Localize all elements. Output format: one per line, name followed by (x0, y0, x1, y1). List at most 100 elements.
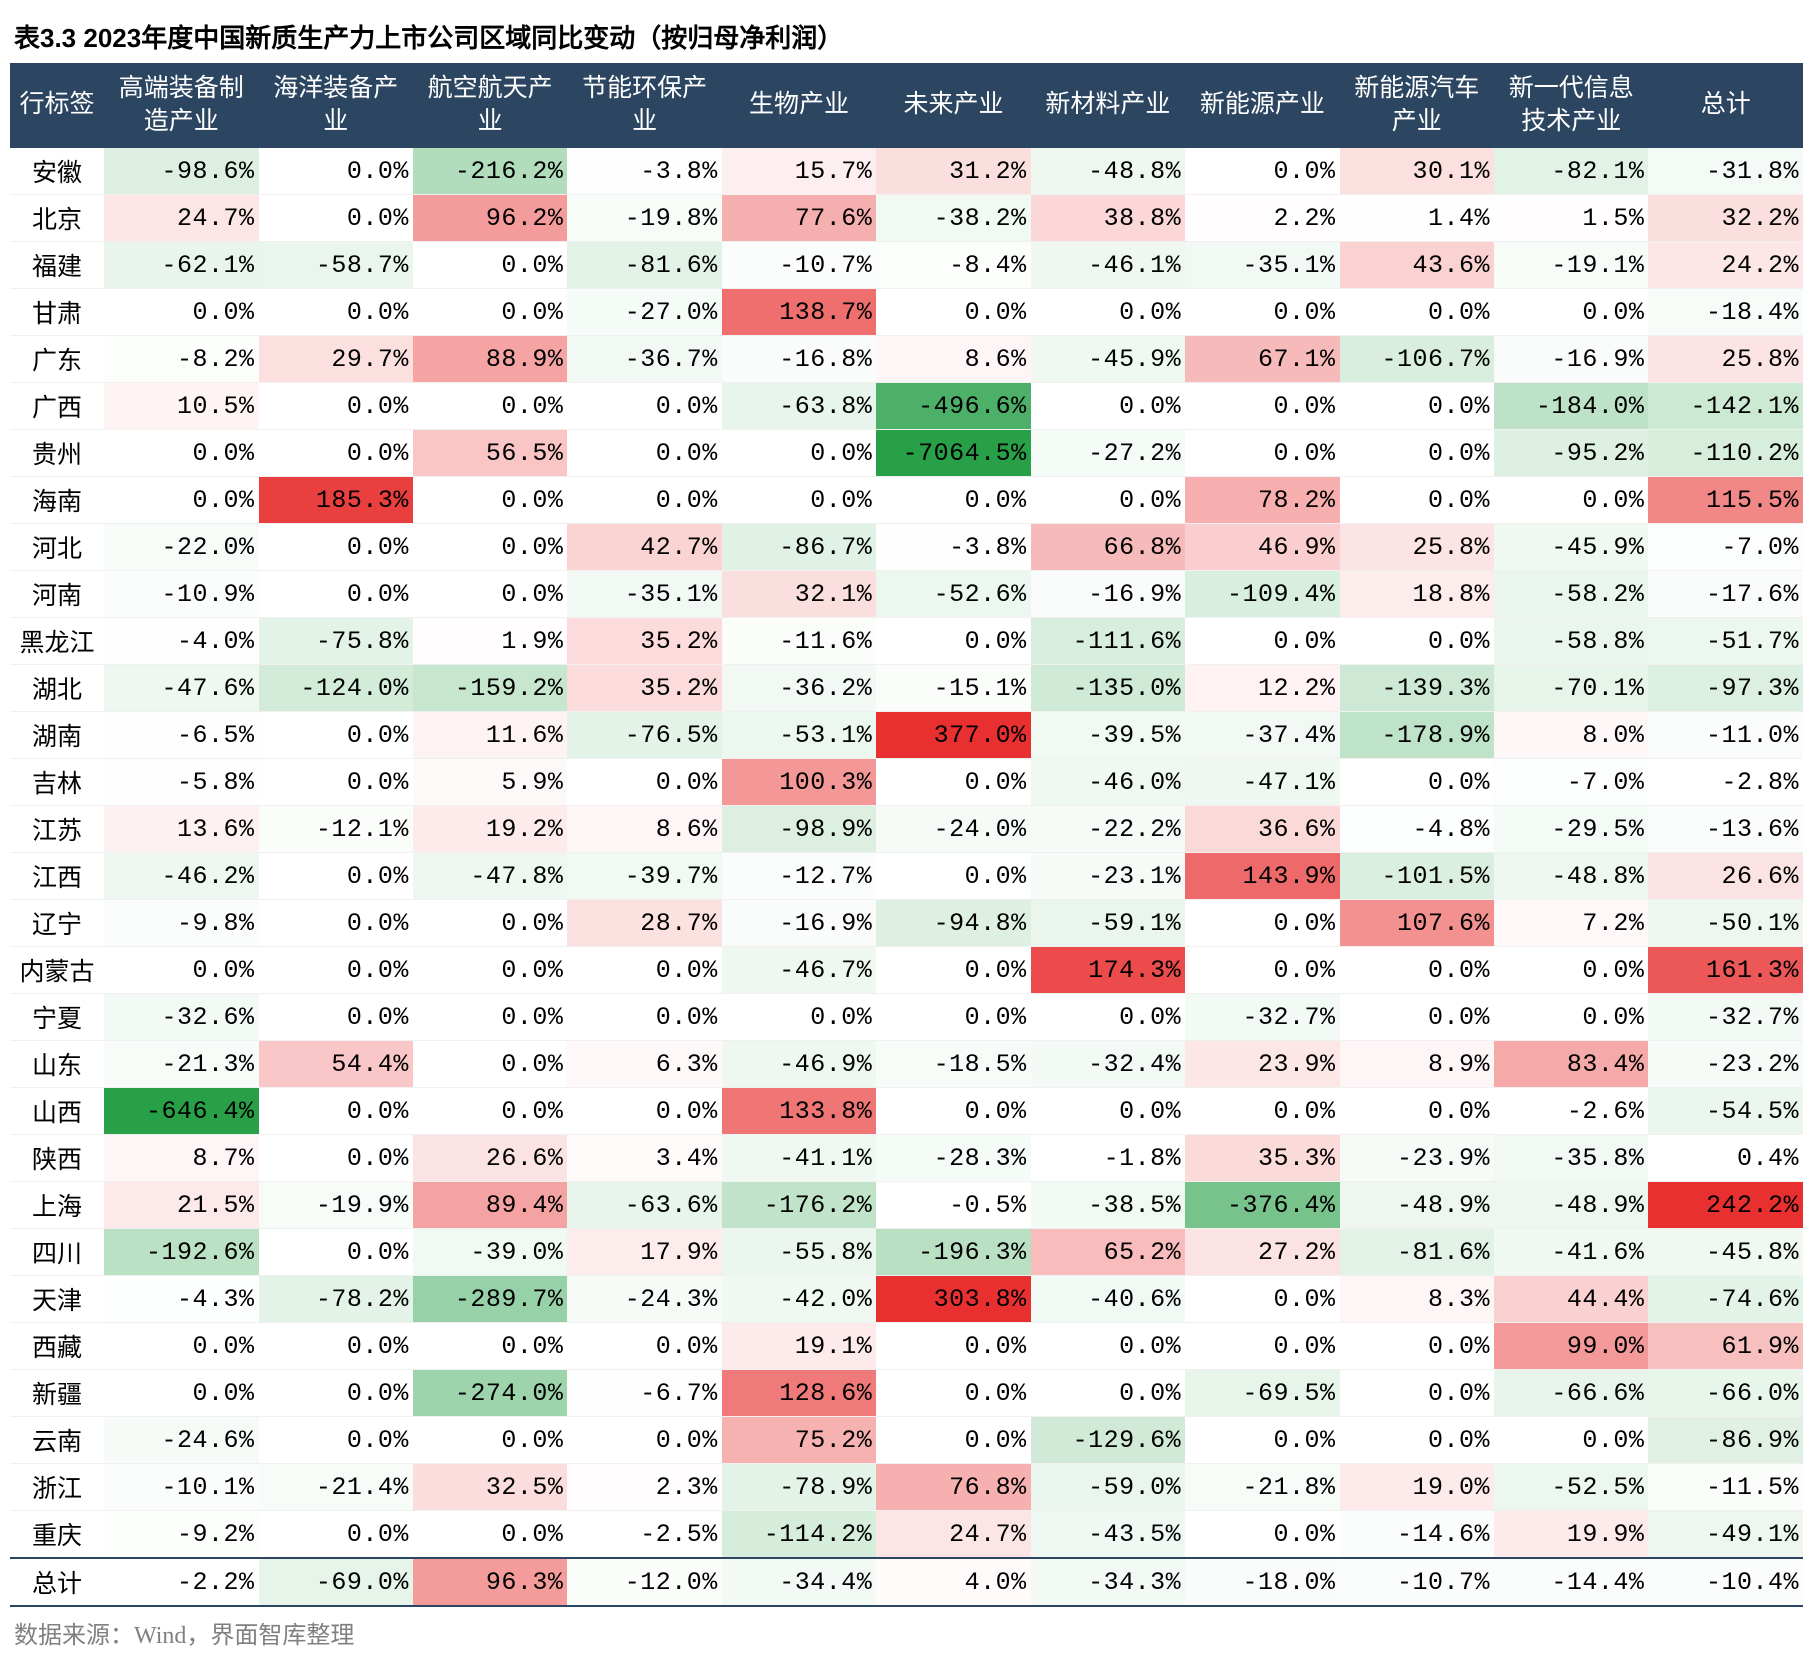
data-cell: -52.6% (876, 571, 1030, 618)
data-cell: 0.0% (567, 383, 721, 430)
data-cell: 0.0% (259, 947, 413, 994)
data-cell: 44.4% (1494, 1276, 1648, 1323)
data-cell: -11.6% (722, 618, 876, 665)
data-cell: -38.2% (876, 195, 1030, 242)
data-cell: 46.9% (1185, 524, 1339, 571)
data-cell: 0.0% (1185, 947, 1339, 994)
data-cell: -46.1% (1031, 242, 1185, 289)
data-cell: 174.3% (1031, 947, 1185, 994)
data-cell: 0.0% (567, 1323, 721, 1370)
table-row: 黑龙江-4.0%-75.8%1.9%35.2%-11.6%0.0%-111.6%… (10, 618, 1803, 665)
data-cell: 0.0% (413, 1088, 567, 1135)
data-cell: 1.5% (1494, 195, 1648, 242)
data-cell: 0.0% (1185, 1417, 1339, 1464)
data-cell: 161.3% (1648, 947, 1803, 994)
data-cell: -46.2% (104, 853, 258, 900)
data-cell: -135.0% (1031, 665, 1185, 712)
data-cell: -39.7% (567, 853, 721, 900)
data-cell: 0.0% (259, 571, 413, 618)
data-cell: -74.6% (1648, 1276, 1803, 1323)
data-cell: -13.6% (1648, 806, 1803, 853)
data-cell: -41.6% (1494, 1229, 1648, 1276)
data-cell: 0.0% (876, 1370, 1030, 1417)
data-cell: 24.7% (876, 1511, 1030, 1559)
data-cell: 24.7% (104, 195, 258, 242)
data-cell: 38.8% (1031, 195, 1185, 242)
data-cell: 0.0% (104, 430, 258, 477)
data-cell: -12.0% (567, 1558, 721, 1606)
data-cell: 0.0% (567, 477, 721, 524)
row-label: 安徽 (10, 148, 104, 195)
data-cell: 0.0% (722, 430, 876, 477)
table-row: 安徽-98.6%0.0%-216.2%-3.8%15.7%31.2%-48.8%… (10, 148, 1803, 195)
data-cell: -159.2% (413, 665, 567, 712)
data-cell: 0.0% (1031, 1088, 1185, 1135)
data-cell: 0.0% (1185, 1323, 1339, 1370)
data-cell: 115.5% (1648, 477, 1803, 524)
data-cell: -76.5% (567, 712, 721, 759)
data-cell: 0.0% (413, 289, 567, 336)
col-header: 未来产业 (876, 63, 1030, 148)
data-cell: 29.7% (259, 336, 413, 383)
data-cell: 0.0% (1185, 618, 1339, 665)
data-cell: 10.5% (104, 383, 258, 430)
data-cell: -47.8% (413, 853, 567, 900)
data-cell: 35.2% (567, 618, 721, 665)
data-cell: 0.0% (1185, 148, 1339, 195)
row-label: 湖北 (10, 665, 104, 712)
data-cell: 0.0% (722, 994, 876, 1041)
data-cell: 0.0% (876, 1088, 1030, 1135)
data-cell: 1.4% (1340, 195, 1494, 242)
table-row: 陕西8.7%0.0%26.6%3.4%-41.1%-28.3%-1.8%35.3… (10, 1135, 1803, 1182)
table-row: 广东-8.2%29.7%88.9%-36.7%-16.8%8.6%-45.9%6… (10, 336, 1803, 383)
data-cell: -42.0% (722, 1276, 876, 1323)
data-cell: -39.0% (413, 1229, 567, 1276)
data-cell: 0.0% (567, 1417, 721, 1464)
data-cell: 0.0% (1494, 289, 1648, 336)
data-cell: 6.3% (567, 1041, 721, 1088)
data-cell: -62.1% (104, 242, 258, 289)
data-cell: -78.2% (259, 1276, 413, 1323)
data-cell: 35.2% (567, 665, 721, 712)
row-label: 海南 (10, 477, 104, 524)
data-cell: -59.1% (1031, 900, 1185, 947)
data-cell: 8.0% (1494, 712, 1648, 759)
data-cell: 76.8% (876, 1464, 1030, 1511)
col-header: 新能源产业 (1185, 63, 1339, 148)
data-cell: 26.6% (413, 1135, 567, 1182)
data-cell: -50.1% (1648, 900, 1803, 947)
data-cell: -46.9% (722, 1041, 876, 1088)
data-cell: -27.0% (567, 289, 721, 336)
row-label: 重庆 (10, 1511, 104, 1559)
data-cell: 15.7% (722, 148, 876, 195)
data-cell: 0.0% (259, 712, 413, 759)
data-cell: -41.1% (722, 1135, 876, 1182)
data-cell: -17.6% (1648, 571, 1803, 618)
data-cell: 0.0% (1340, 1370, 1494, 1417)
data-cell: 0.0% (1185, 900, 1339, 947)
table-row: 北京24.7%0.0%96.2%-19.8%77.6%-38.2%38.8%2.… (10, 195, 1803, 242)
data-cell: -7.0% (1494, 759, 1648, 806)
data-cell: 19.1% (722, 1323, 876, 1370)
data-cell: 23.9% (1185, 1041, 1339, 1088)
data-cell: -10.7% (722, 242, 876, 289)
data-cell: 0.0% (1340, 618, 1494, 665)
table-title: 表3.3 2023年度中国新质生产力上市公司区域同比变动（按归母净利润） (10, 10, 1803, 63)
row-label: 山东 (10, 1041, 104, 1088)
data-cell: -7.0% (1648, 524, 1803, 571)
data-source: 数据来源：Wind，界面智库整理 (10, 1607, 1803, 1658)
row-label: 黑龙江 (10, 618, 104, 665)
data-cell: 8.3% (1340, 1276, 1494, 1323)
data-cell: 0.0% (567, 994, 721, 1041)
table-row: 天津-4.3%-78.2%-289.7%-24.3%-42.0%303.8%-4… (10, 1276, 1803, 1323)
row-label: 上海 (10, 1182, 104, 1229)
data-cell: -101.5% (1340, 853, 1494, 900)
data-cell: -59.0% (1031, 1464, 1185, 1511)
data-cell: -11.0% (1648, 712, 1803, 759)
data-cell: 0.0% (259, 383, 413, 430)
data-cell: -98.6% (104, 148, 258, 195)
data-cell: -3.8% (567, 148, 721, 195)
data-cell: -23.2% (1648, 1041, 1803, 1088)
table-row: 云南-24.6%0.0%0.0%0.0%75.2%0.0%-129.6%0.0%… (10, 1417, 1803, 1464)
data-cell: -176.2% (722, 1182, 876, 1229)
